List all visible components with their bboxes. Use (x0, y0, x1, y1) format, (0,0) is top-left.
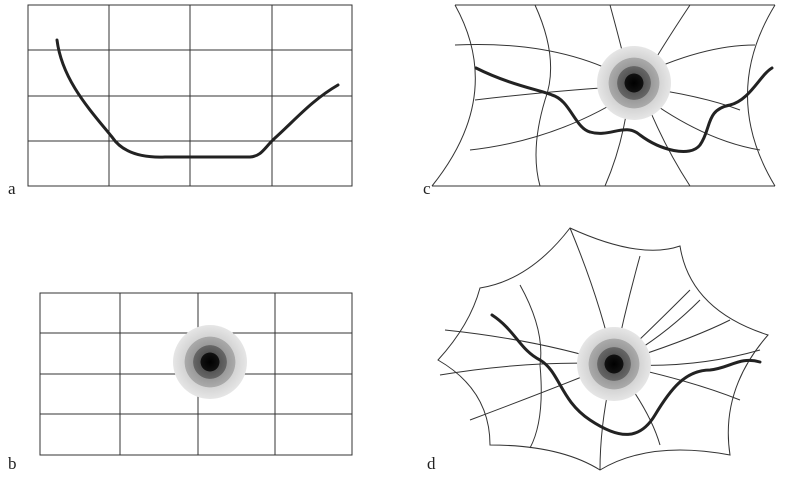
panel-c: c (423, 4, 776, 198)
path-curve (55, 38, 340, 159)
panel-b: b (8, 292, 353, 473)
grid-frame (431, 4, 776, 187)
panel-a: a (8, 4, 353, 198)
grid-frame (437, 227, 769, 471)
panel-label: a (8, 179, 16, 198)
path-curve (490, 313, 762, 436)
blob (597, 46, 671, 120)
panel-d: d (427, 227, 769, 473)
panel-label: b (8, 454, 17, 473)
path-curve (474, 66, 774, 154)
panel-label: d (427, 454, 436, 473)
blob (173, 325, 247, 399)
grid-lines (28, 5, 352, 186)
blob (577, 327, 651, 401)
panel-label: c (423, 179, 431, 198)
